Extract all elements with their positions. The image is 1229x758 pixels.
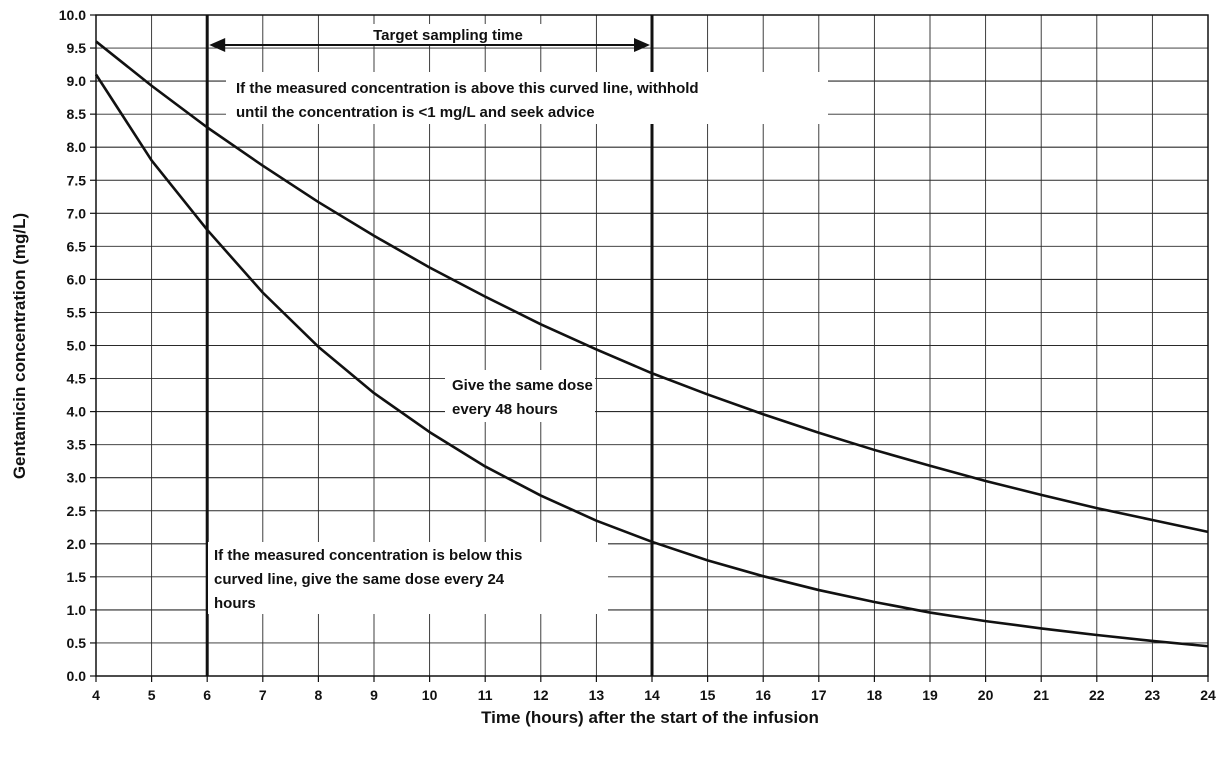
x-tick-label: 24 <box>1200 687 1216 703</box>
x-tick-label: 7 <box>259 687 267 703</box>
y-tick-label: 6.5 <box>67 238 87 254</box>
plot-frame <box>95 14 1209 677</box>
y-tick-label: 9.5 <box>67 40 87 56</box>
annotation-middle-line-1: Give the same dose <box>452 377 593 394</box>
x-tick-label: 10 <box>422 687 438 703</box>
y-tick-label: 8.5 <box>67 106 87 122</box>
annotation-above-background <box>226 72 828 124</box>
x-tick-label: 5 <box>148 687 156 703</box>
arrow-head-right <box>634 38 650 52</box>
x-tick-label: 19 <box>922 687 938 703</box>
y-tick-label: 2.0 <box>67 536 87 552</box>
y-tick-label: 10.0 <box>59 7 86 23</box>
x-tick-label: 15 <box>700 687 716 703</box>
x-tick-label: 16 <box>755 687 771 703</box>
y-tick-label: 0.0 <box>67 668 87 684</box>
x-tick-label: 12 <box>533 687 549 703</box>
x-tick-label: 13 <box>589 687 605 703</box>
annotation-target-background <box>352 24 544 44</box>
y-axis-title: Gentamicin concentration (mg/L) <box>10 213 29 479</box>
y-tick-label: 3.0 <box>67 470 87 486</box>
annotation-above-line-1: If the measured concentration is above t… <box>236 80 699 97</box>
y-tick-label: 9.0 <box>67 73 87 89</box>
y-tick-label: 1.0 <box>67 602 87 618</box>
annotation-below-line-1: If the measured concentration is below t… <box>214 547 522 564</box>
annotation-below-line-2: curved line, give the same dose every 24 <box>214 571 505 588</box>
x-axis-title: Time (hours) after the start of the infu… <box>481 708 819 727</box>
x-tick-label: 20 <box>978 687 994 703</box>
y-tick-label: 7.5 <box>67 172 87 188</box>
annotation-middle-background <box>445 370 595 422</box>
x-tick-label: 9 <box>370 687 378 703</box>
y-tick-label: 4.0 <box>67 404 87 420</box>
annotation-below-line-3: hours <box>214 595 256 612</box>
annotation-above-line-2: until the concentration is <1 mg/L and s… <box>236 104 595 121</box>
y-tick-label: 1.5 <box>67 569 87 585</box>
annotation-target-sampling: Target sampling time <box>373 27 523 44</box>
y-tick-label: 8.0 <box>67 139 87 155</box>
arrow-head-left <box>209 38 226 52</box>
y-tick-label: 5.5 <box>67 304 87 320</box>
annotation-middle-line-2: every 48 hours <box>452 401 558 418</box>
x-tick-labels: 4 5 6 7 8 9 10 11 12 13 14 15 16 17 18 19 20 21 22 23 24 <box>92 687 1216 703</box>
series-layer <box>94 40 1209 648</box>
y-tick-label: 4.5 <box>67 371 87 387</box>
y-tick-label: 2.5 <box>67 503 87 519</box>
x-tick-label: 11 <box>478 687 493 703</box>
y-tick-label: 3.5 <box>67 437 87 453</box>
x-tick-label: 8 <box>315 687 323 703</box>
x-tick-label: 6 <box>203 687 211 703</box>
y-tick-labels: 0.0 0.5 1.0 1.5 2.0 2.5 3.0 3.5 4.0 4.5 5.0 5.5 6.0 6… <box>59 7 86 684</box>
x-tick-label: 21 <box>1033 687 1049 703</box>
x-tick-label: 14 <box>644 687 660 703</box>
y-tick-label: 5.0 <box>67 338 87 354</box>
sampling-window-lines <box>205 15 654 676</box>
x-tick-label: 22 <box>1089 687 1105 703</box>
x-tick-label: 4 <box>92 687 100 703</box>
y-tick-label: 7.0 <box>67 205 87 221</box>
x-tick-label: 18 <box>867 687 883 703</box>
x-tick-label: 17 <box>811 687 827 703</box>
y-tick-label: 6.0 <box>67 271 87 287</box>
target-sampling-arrow <box>209 38 650 52</box>
x-tick-label: 23 <box>1145 687 1161 703</box>
annotation-below-background <box>208 542 608 614</box>
y-tick-label: 0.5 <box>67 635 87 651</box>
